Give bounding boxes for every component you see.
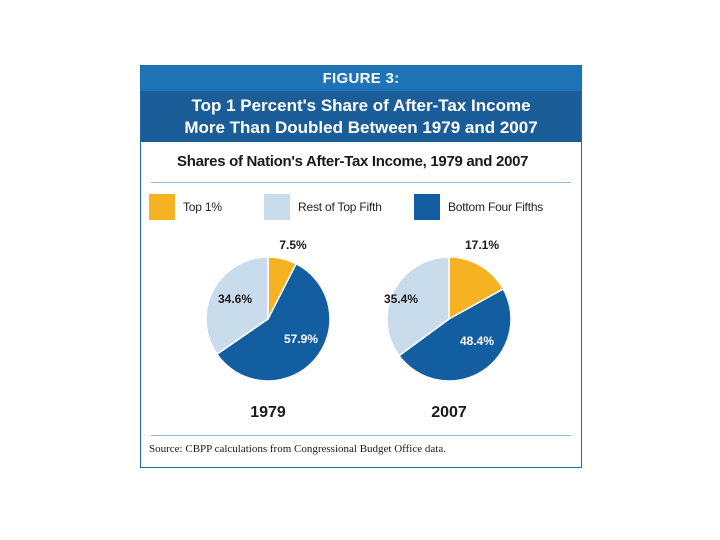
divider-bottom [151,435,571,436]
pie-2007-label-top-1: 17.1% [465,238,499,252]
legend: Top 1% Rest of Top Fifth Bottom Four Fif… [149,193,579,223]
pie-year-label-1979: 1979 [250,404,286,421]
source-note: Source: CBPP calculations from Congressi… [149,443,446,455]
legend-label-top1: Top 1% [183,200,222,214]
legend-swatch-rest-top-fifth [264,194,290,220]
legend-item-top1: Top 1% [149,193,222,221]
figure-headline: Top 1 Percent's Share of After-Tax Incom… [141,91,581,142]
legend-swatch-top1 [149,194,175,220]
pie-year-label-2007: 2007 [431,404,467,421]
headline-line-1: Top 1 Percent's Share of After-Tax Incom… [191,96,531,115]
pie-2007-label-rest-of-top-fifth: 35.4% [384,292,418,306]
pie-1979-slice-bottom-four-fifths [215,262,331,382]
pie-1979-label-bottom-four-fifths: 57.9% [284,332,318,346]
figure-label: FIGURE 3: [141,66,581,91]
pie-2007-label-bottom-four-fifths: 48.4% [460,334,494,348]
pie-2007-slice-top-1 [448,256,505,321]
divider-top [151,182,571,183]
legend-label-rest-top-fifth: Rest of Top Fifth [298,200,382,214]
legend-item-rest-top-fifth: Rest of Top Fifth [264,193,382,221]
pie-charts: 7.5% 57.9% 34.6% 1979 17.1% 48.4% 35.4% 2007 [205,238,512,421]
legend-label-bottom-four-fifths: Bottom Four Fifths [448,200,544,214]
figure-panel: FIGURE 3: Top 1 Percent's Share of After… [140,65,582,468]
chart-title: Shares of Nation's After-Tax Income, 197… [177,153,529,170]
pie-1979-label-rest-of-top-fifth: 34.6% [218,292,252,306]
pie-1979-slice-rest-of-top-fifth [205,256,269,356]
legend-swatch-bottom-four-fifths [414,194,440,220]
pie-1979-label-top-1: 7.5% [279,238,307,252]
legend-item-bottom-four-fifths: Bottom Four Fifths [414,193,543,221]
pie-2007-slice-rest-of-top-fifth [386,256,450,357]
headline-line-2: More Than Doubled Between 1979 and 2007 [184,118,538,137]
pie-2007-slice-bottom-four-fifths [397,287,512,382]
